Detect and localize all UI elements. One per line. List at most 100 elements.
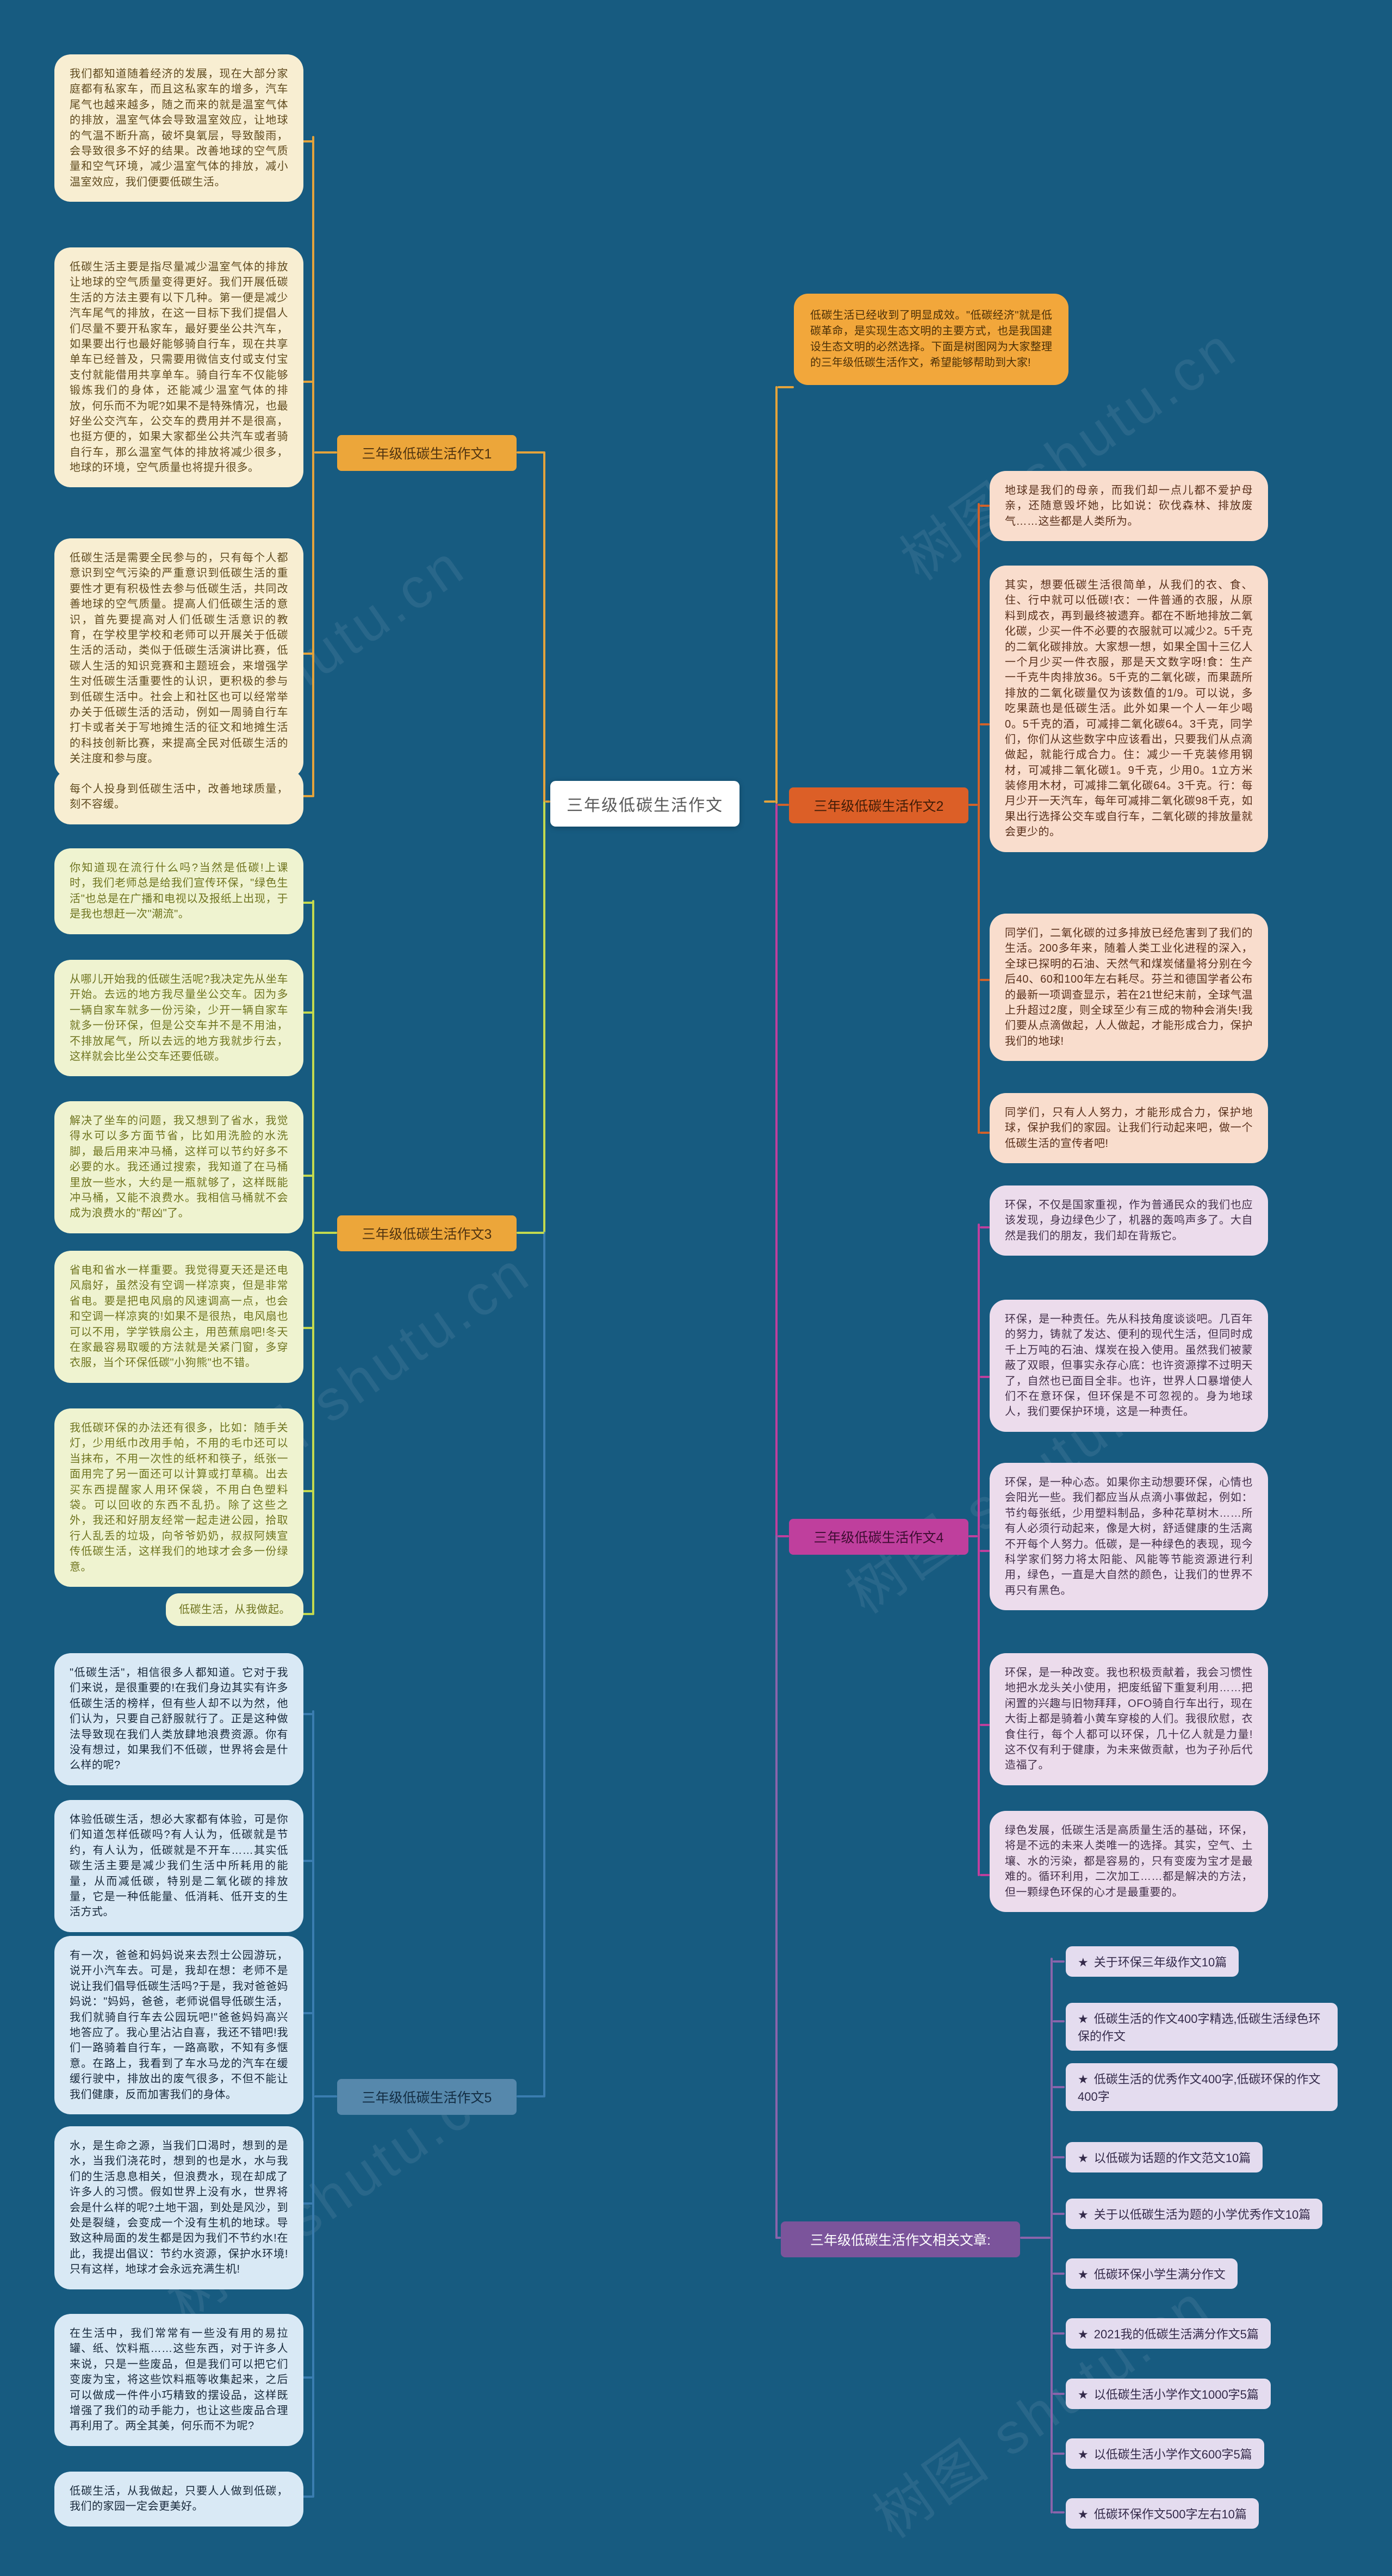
star-icon: ★ bbox=[1078, 2208, 1089, 2221]
connector-line bbox=[312, 136, 314, 797]
connector-line bbox=[517, 2095, 544, 2097]
connector-line bbox=[980, 979, 990, 981]
connector-line bbox=[1051, 1958, 1053, 2513]
connector-line bbox=[968, 1535, 978, 1537]
connector-line bbox=[1053, 2332, 1065, 2335]
essay-paragraph: 环保，不仅是国家重视，作为普通民众的我们也应该发现，身边绿色少了，机器的轰鸣声多… bbox=[990, 1185, 1268, 1256]
connector-line bbox=[980, 1226, 990, 1228]
related-article-link[interactable]: ★ 关于以低碳生活为题的小学优秀作文10篇 bbox=[1066, 2199, 1323, 2229]
connector-line bbox=[775, 804, 778, 1537]
related-articles-label: 三年级低碳生活作文相关文章: bbox=[781, 2221, 1020, 2257]
connector-line bbox=[775, 386, 778, 804]
related-article-title: 低碳环保作文500字左右10篇 bbox=[1093, 2507, 1247, 2521]
connector-line bbox=[980, 1724, 990, 1726]
star-icon: ★ bbox=[1078, 2012, 1089, 2026]
essay-closing-line: 低碳生活，从我做起。 bbox=[166, 1593, 303, 1627]
page-title: 三年级低碳生活作文 bbox=[550, 781, 739, 827]
essay-paragraph: 体验低碳生活，想必大家都有体验，可是你们知道怎样低碳吗?有人认为，低碳就是节约，… bbox=[54, 1800, 303, 1932]
essay-paragraph: 在生活中，我们常常有一些没有用的易拉罐、纸、饮料瓶……这些东西，对于许多人来说，… bbox=[54, 2314, 303, 2446]
essay-paragraph: 低碳生活是需要全民参与的，只有每个人都意识到空气污染的严重意识到低碳生活的重要性… bbox=[54, 538, 303, 779]
connector-line bbox=[314, 2095, 337, 2097]
star-icon: ★ bbox=[1078, 2327, 1089, 2341]
connector-line bbox=[980, 505, 990, 507]
related-article-link[interactable]: ★ 2021我的低碳生活满分作文5篇 bbox=[1066, 2318, 1271, 2349]
connector-line bbox=[302, 795, 313, 797]
connector-line bbox=[545, 800, 550, 803]
essay-paragraph: 环保，是一种责任。先从科技角度谈谈吧。几百年的努力，铸就了发达、便利的现代生活，… bbox=[990, 1300, 1268, 1432]
connector-line bbox=[1053, 2393, 1065, 2395]
connector-line bbox=[302, 140, 313, 142]
essay-paragraph: 绿色发展，低碳生活是高质量生活的基础，环保，将是不远的未来人类唯一的选择。其实，… bbox=[990, 1811, 1268, 1912]
essay-paragraph: 省电和省水一样重要。我觉得夏天还是还电风扇好，虽然没有空调一样凉爽，但是非常省电… bbox=[54, 1251, 303, 1383]
essay-paragraph: 我们都知道随着经济的发展，现在大部分家庭都有私家车，而且这私家车的增多，汽车尾气… bbox=[54, 54, 303, 202]
connector-line bbox=[978, 1224, 980, 1876]
related-article-title: 关于以低碳生活为题的小学优秀作文10篇 bbox=[1093, 2208, 1311, 2221]
star-icon: ★ bbox=[1078, 1956, 1089, 1969]
related-article-link[interactable]: ★ 低碳环保作文500字左右10篇 bbox=[1066, 2498, 1259, 2529]
connector-line bbox=[302, 2496, 313, 2498]
related-article-link[interactable]: ★ 关于环保三年级作文10篇 bbox=[1066, 1946, 1239, 1977]
connector-line bbox=[314, 1232, 337, 1234]
connector-line bbox=[302, 2376, 313, 2379]
connector-line bbox=[543, 451, 545, 804]
essay-paragraph: 你知道现在流行什么吗?当然是低碳!上课时，我们老师总是给我们宣传环保，"绿色生活… bbox=[54, 848, 303, 934]
connector-line bbox=[1053, 2273, 1065, 2275]
connector-line bbox=[1053, 2156, 1065, 2158]
connector-line bbox=[314, 451, 337, 454]
related-article-title: 关于环保三年级作文10篇 bbox=[1093, 1956, 1227, 1969]
essay-paragraph: 同学们，二氧化碳的过多排放已经危害到了我们的生活。200多年来，随着人类工业化进… bbox=[990, 914, 1268, 1062]
related-article-title: 低碳环保小学生满分作文 bbox=[1093, 2268, 1226, 2281]
related-article-link[interactable]: ★ 低碳生活的作文400字精选,低碳生活绿色环保的作文 bbox=[1066, 2003, 1338, 2051]
connector-line bbox=[980, 1550, 990, 1552]
connector-line bbox=[764, 800, 775, 803]
connector-line bbox=[302, 1613, 313, 1615]
connector-line bbox=[302, 1011, 313, 1014]
intro-box: 低碳生活已经收到了明显成效。"低碳经济"就是低碳革命，是实现生态文明的主要方式，… bbox=[794, 294, 1068, 385]
connector-line bbox=[1053, 2453, 1065, 2455]
essay-paragraph: 其实，想要低碳生活很简单，从我们的衣、食、住、行中就可以低碳!衣：一件普通的衣服… bbox=[990, 566, 1268, 852]
connector-line bbox=[980, 1874, 990, 1876]
connector-line bbox=[1053, 1960, 1065, 1963]
connector-line bbox=[302, 653, 313, 655]
connector-line bbox=[980, 723, 990, 725]
related-article-title: 低碳生活的作文400字精选,低碳生活绿色环保的作文 bbox=[1078, 2012, 1321, 2043]
connector-line bbox=[302, 1327, 313, 1329]
essay-paragraph: 环保，是一种心态。如果你主动想要环保，心情也会阳光一些。我们都应当从点滴小事做起… bbox=[990, 1463, 1268, 1611]
connector-line bbox=[778, 1535, 789, 1537]
related-article-link[interactable]: ★ 以低碳生活小学作文1000字5篇 bbox=[1066, 2379, 1271, 2409]
connector-line bbox=[312, 1710, 314, 2498]
essay-paragraph: 同学们，只有人人努力，才能形成合力，保护地球，保护我们的家园。让我们行动起来吧，… bbox=[990, 1093, 1268, 1164]
essay-closing-line: 低碳生活，从我做起，只要人人做到低碳，我们的家园一定会更美好。 bbox=[54, 2472, 303, 2527]
essay-paragraph: 地球是我们的母亲，而我们却一点儿都不爱护母亲，还随意毁坏她，比如说：砍伐森林、排… bbox=[990, 471, 1268, 542]
essay-paragraph: 环保，是一种改变。我也积极贡献着，我会习惯性地把水龙头关小使用，把废纸留下重复利… bbox=[990, 1653, 1268, 1785]
connector-line bbox=[1053, 2511, 1065, 2513]
related-article-link[interactable]: ★ 低碳环保小学生满分作文 bbox=[1066, 2258, 1238, 2289]
star-icon: ★ bbox=[1078, 2388, 1089, 2401]
related-article-link[interactable]: ★ 以低碳生活小学作文600字5篇 bbox=[1066, 2438, 1264, 2469]
connector-line bbox=[302, 2012, 313, 2014]
connector-line bbox=[1020, 2237, 1051, 2239]
connector-line bbox=[302, 1175, 313, 1177]
connector-line bbox=[778, 386, 794, 388]
star-icon: ★ bbox=[1078, 2151, 1089, 2165]
connector-line bbox=[968, 804, 978, 806]
related-article-title: 低碳生活的优秀作文400字,低碳环保的作文400字 bbox=[1078, 2072, 1321, 2103]
connector-line bbox=[1053, 2213, 1065, 2215]
related-article-title: 2021我的低碳生活满分作文5篇 bbox=[1093, 2327, 1259, 2341]
star-icon: ★ bbox=[1078, 2072, 1089, 2086]
related-article-title: 以低碳生活小学作文1000字5篇 bbox=[1093, 2388, 1259, 2401]
essay-paragraph: 我低碳环保的办法还有很多，比如：随手关灯，少用纸巾改用手帕，不用的毛巾还可以当抹… bbox=[54, 1408, 303, 1587]
connector-line bbox=[517, 451, 544, 454]
essay-paragraph: 从哪儿开始我的低碳生活呢?我决定先从坐车开始。去远的地方我尽量坐公交车。因为多一… bbox=[54, 960, 303, 1077]
related-article-link[interactable]: ★ 低碳生活的优秀作文400字,低碳环保的作文400字 bbox=[1066, 2063, 1338, 2111]
essay-paragraph: 有一次，爸爸和妈妈说来去烈士公园游玩，说开小汽车去。可是，我却在想：老师不是说让… bbox=[54, 1936, 303, 2114]
connector-line bbox=[980, 1376, 990, 1378]
connector-line bbox=[1053, 2020, 1065, 2022]
connector-line bbox=[302, 381, 313, 383]
connector-line bbox=[980, 1132, 990, 1134]
essay-paragraph: 解决了坐车的问题，我又想到了省水，我觉得水可以多方面节省，比如用洗脸的水洗脚，最… bbox=[54, 1101, 303, 1233]
connector-line bbox=[543, 1232, 545, 2097]
connector-line bbox=[543, 802, 545, 1234]
connector-line bbox=[775, 2237, 781, 2239]
related-article-link[interactable]: ★ 以低碳为话题的作文范文10篇 bbox=[1066, 2142, 1263, 2172]
